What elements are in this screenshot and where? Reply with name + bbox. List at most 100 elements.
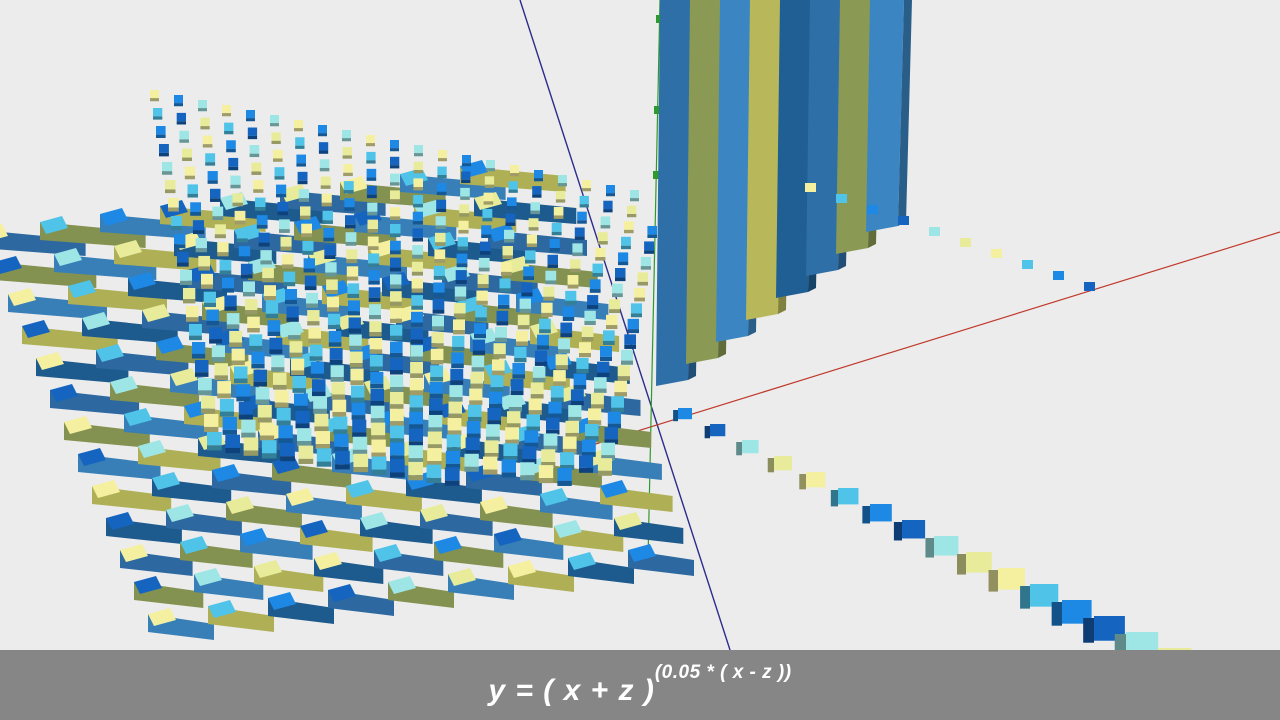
- surface-cube-side: [367, 246, 379, 251]
- surface-cube-side: [484, 453, 499, 459]
- surface-cube-side: [551, 231, 562, 236]
- surface-cube: [609, 299, 621, 310]
- surface-cube: [367, 202, 378, 212]
- surface-cube-side: [594, 388, 607, 393]
- surface-cube: [367, 236, 379, 247]
- surface-cube-side: [295, 423, 310, 429]
- surface-cube: [222, 416, 237, 430]
- surface-cube-side: [411, 322, 423, 327]
- surface-cube-side: [647, 234, 657, 238]
- surface-cube-side: [558, 349, 570, 354]
- surface-cube-side: [570, 400, 584, 406]
- surface-cube: [474, 323, 486, 334]
- surface-cube-side: [206, 320, 219, 326]
- surface-cube: [390, 173, 400, 183]
- surface-cube-side: [390, 182, 400, 186]
- surface-cube: [249, 145, 260, 154]
- surface-cube: [171, 216, 183, 226]
- surface-cube: [437, 166, 447, 175]
- surface-cube: [585, 424, 599, 437]
- surface-cube: [232, 193, 243, 203]
- surface-cube-side: [410, 373, 423, 378]
- surface-cube-side: [182, 157, 192, 162]
- surface-cube: [192, 220, 204, 231]
- surface-cube: [475, 306, 487, 318]
- surface-cube-side: [370, 383, 384, 389]
- surface-cube: [469, 388, 483, 401]
- surface-cube: [412, 211, 423, 221]
- surface-cube: [514, 346, 527, 358]
- surface-cube-side: [277, 211, 288, 216]
- surface-cube-side: [615, 277, 626, 282]
- surface-bar-top: [124, 408, 152, 426]
- surface-cube: [288, 323, 301, 336]
- surface-cube-side: [326, 289, 338, 295]
- surface-cube-side: [184, 175, 195, 180]
- surface-cube: [390, 442, 405, 456]
- surface-cube-side: [308, 338, 321, 344]
- row-cube-side: [957, 554, 966, 575]
- surface-cube: [279, 219, 290, 230]
- surface-cube: [558, 338, 570, 350]
- surface-cube-side: [222, 429, 237, 435]
- surface-cube-side: [495, 337, 507, 342]
- surface-cube-side: [258, 242, 270, 247]
- surface-cube: [495, 327, 507, 338]
- surface-cube: [410, 345, 423, 357]
- surface-cube-side: [298, 458, 314, 464]
- surface-cube: [579, 342, 591, 353]
- surface-cube: [496, 310, 509, 322]
- surface-cube-side: [408, 458, 423, 464]
- surface-cube: [334, 433, 349, 447]
- surface-cube: [431, 332, 444, 344]
- surface-cube: [429, 381, 443, 394]
- surface-cube: [597, 458, 612, 471]
- surface-cube: [271, 355, 285, 368]
- surface-cube: [427, 448, 442, 462]
- surface-cube-side: [217, 393, 231, 399]
- surface-cube: [484, 176, 495, 185]
- surface-cube-side: [255, 207, 266, 211]
- surface-cube: [483, 192, 494, 202]
- surface-cube: [510, 165, 519, 174]
- surface-cube: [444, 467, 460, 481]
- 3d-surface-plot[interactable]: [0, 0, 1280, 650]
- surface-cube-side: [245, 310, 258, 315]
- 3d-plot-viewport[interactable]: [0, 0, 1280, 650]
- surface-cube-side: [492, 370, 505, 376]
- surface-cube: [557, 467, 572, 481]
- surface-cube: [543, 433, 558, 446]
- surface-cube: [390, 358, 403, 371]
- column-bar: [776, 0, 814, 298]
- surface-cube-side: [236, 238, 248, 243]
- surface-cube: [226, 313, 240, 325]
- surface-cube: [390, 190, 400, 200]
- surface-cube-side: [526, 243, 537, 248]
- surface-cube-side: [243, 292, 255, 297]
- surface-bar-top: [494, 528, 522, 546]
- surface-cube: [331, 382, 345, 395]
- row-cube: [836, 194, 847, 203]
- surface-cube: [315, 431, 330, 444]
- surface-cube: [501, 262, 512, 272]
- surface-cube-side: [597, 372, 610, 377]
- surface-cube-side: [348, 328, 361, 333]
- surface-cube-side: [390, 216, 401, 220]
- surface-cube-side: [367, 229, 378, 233]
- surface-cube: [606, 314, 618, 326]
- surface-cube: [408, 445, 423, 459]
- formula-exponent: (0.05 * ( x - z )): [654, 662, 792, 683]
- surface-cube-side: [390, 438, 405, 444]
- surface-cube: [453, 319, 465, 331]
- surface-cube-side: [448, 413, 462, 419]
- surface-cube: [247, 316, 260, 329]
- surface-cube-side: [318, 133, 327, 137]
- surface-cube: [435, 232, 446, 243]
- surface-cube: [346, 249, 358, 260]
- surface-cube: [582, 180, 591, 189]
- surface-cube: [201, 273, 213, 285]
- surface-cube: [524, 430, 539, 443]
- surface-cube-side: [222, 288, 234, 293]
- y-axis-tick: [653, 171, 661, 179]
- surface-cube-side: [508, 189, 518, 193]
